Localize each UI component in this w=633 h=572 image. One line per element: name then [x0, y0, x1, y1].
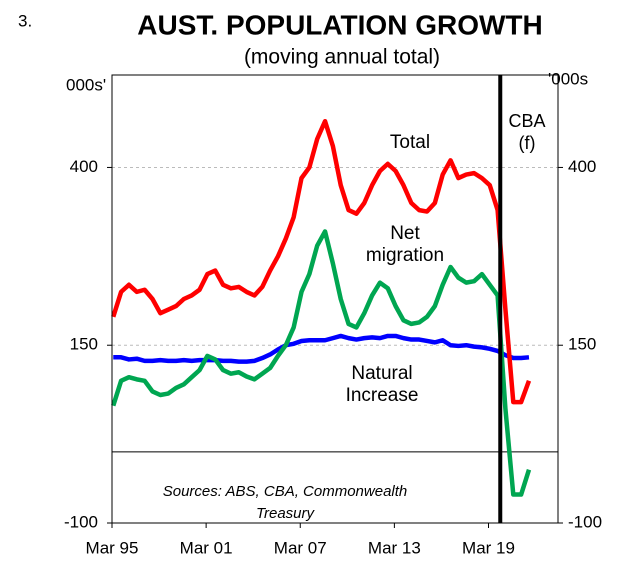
- forecast-label: (f): [519, 133, 536, 153]
- x-tick-label: Mar 13: [368, 538, 421, 557]
- x-tick-label: Mar 07: [274, 538, 327, 557]
- x-tick-label: Mar 19: [462, 538, 515, 557]
- y-axis-label: 000s': [66, 75, 106, 94]
- series-line: [113, 333, 530, 364]
- legend-label: Total: [390, 132, 430, 153]
- chart-title: AUST. POPULATION GROWTH: [137, 9, 542, 40]
- chart-number: 3.: [18, 11, 32, 30]
- series-line: [111, 118, 532, 405]
- legend-label: Natural: [351, 363, 412, 384]
- y2-tick-label: -100: [568, 512, 602, 531]
- plot-frame: [111, 74, 559, 524]
- y2-axis-label: '000s: [548, 69, 588, 88]
- legend-label: migration: [366, 245, 444, 266]
- legend-label: Increase: [346, 385, 419, 406]
- forecast-label: CBA: [508, 111, 545, 131]
- source-note: Sources: ABS, CBA, Commonwealth: [163, 483, 408, 500]
- y-tick-label: -100: [64, 512, 98, 531]
- chart-subtitle: (moving annual total): [244, 46, 440, 69]
- y2-tick-label: 150: [568, 335, 596, 354]
- y-tick-label: 400: [70, 157, 98, 176]
- y2-tick-label: 400: [568, 157, 596, 176]
- x-tick-label: Mar 01: [180, 538, 233, 557]
- series-line: [111, 229, 532, 497]
- legend-label: Net: [390, 223, 420, 244]
- x-tick-label: Mar 95: [86, 538, 139, 557]
- y-tick-label: 150: [70, 335, 98, 354]
- source-note: Treasury: [256, 505, 316, 522]
